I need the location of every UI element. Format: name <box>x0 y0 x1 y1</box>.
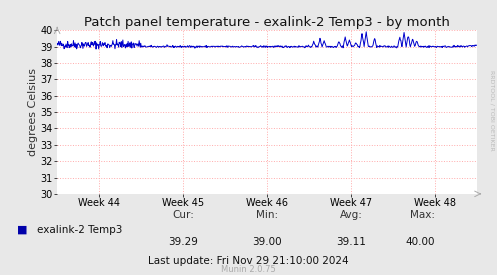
Text: 39.29: 39.29 <box>168 237 198 247</box>
Text: Cur:: Cur: <box>172 210 194 219</box>
Title: Patch panel temperature - exalink-2 Temp3 - by month: Patch panel temperature - exalink-2 Temp… <box>84 16 450 29</box>
Y-axis label: degrees Celsius: degrees Celsius <box>28 68 38 156</box>
Text: Min:: Min: <box>256 210 278 219</box>
Text: 40.00: 40.00 <box>406 237 435 247</box>
Text: RRDTOOL / TOBI OETIKER: RRDTOOL / TOBI OETIKER <box>490 70 495 150</box>
Text: Last update: Fri Nov 29 21:10:00 2024: Last update: Fri Nov 29 21:10:00 2024 <box>148 256 349 266</box>
Text: Max:: Max: <box>410 210 435 219</box>
Text: 39.00: 39.00 <box>252 237 282 247</box>
Text: Munin 2.0.75: Munin 2.0.75 <box>221 265 276 274</box>
Text: Avg:: Avg: <box>339 210 363 219</box>
Text: exalink-2 Temp3: exalink-2 Temp3 <box>37 225 123 235</box>
Text: ■: ■ <box>17 225 28 235</box>
Text: 39.11: 39.11 <box>336 237 366 247</box>
